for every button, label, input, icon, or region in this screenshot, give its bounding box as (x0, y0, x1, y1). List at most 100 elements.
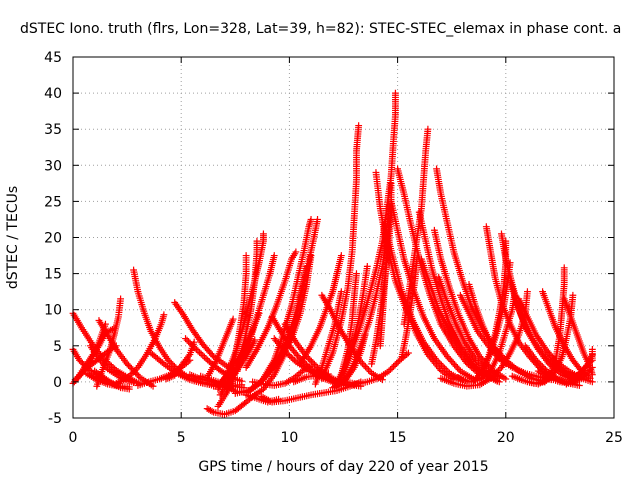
data-point (183, 336, 191, 344)
data-point (585, 367, 593, 374)
data-point (295, 353, 303, 361)
y-tick-label: -5 (48, 411, 62, 427)
data-point (532, 356, 540, 364)
x-tick-label: 0 (69, 430, 78, 446)
data-point (588, 378, 596, 386)
data-point (575, 382, 583, 389)
data-point (283, 349, 291, 357)
data-point (588, 371, 596, 379)
data-point (538, 363, 546, 370)
data-point (197, 350, 205, 358)
data-point (284, 351, 292, 358)
data-point (125, 385, 133, 393)
data-point (358, 359, 366, 367)
x-axis-label: GPS time / hours of day 220 of year 2015 (198, 459, 488, 475)
data-point (129, 368, 137, 376)
data-point (493, 368, 501, 376)
y-tick-label: 35 (44, 122, 62, 138)
data-point (587, 365, 595, 373)
series-track (162, 338, 198, 383)
series-track (242, 391, 282, 406)
data-point (577, 368, 585, 376)
data-point (569, 291, 577, 299)
data-point (433, 356, 440, 364)
data-point (196, 349, 203, 356)
series-track (249, 216, 321, 400)
data-point (355, 122, 363, 129)
data-point (502, 375, 510, 383)
data-point (441, 364, 449, 372)
data-point (495, 374, 503, 382)
data-point (289, 355, 297, 363)
series-track (242, 248, 300, 371)
data-point (534, 358, 542, 366)
data-point (362, 363, 369, 371)
data-point (394, 358, 402, 366)
data-point (192, 346, 200, 353)
data-point (199, 352, 207, 359)
data-point (191, 344, 199, 352)
data-point (290, 356, 298, 364)
data-point (311, 360, 318, 368)
data-point (387, 366, 394, 373)
data-point (439, 363, 447, 371)
data-point (442, 366, 450, 374)
data-point (286, 352, 294, 360)
y-tick-label: 30 (44, 158, 62, 174)
y-tick-label: 25 (44, 194, 62, 210)
data-point (123, 374, 131, 382)
data-point (491, 370, 499, 378)
data-point (365, 366, 372, 374)
data-point (307, 357, 315, 365)
data-point (337, 252, 345, 259)
data-point (363, 364, 371, 372)
data-point (182, 335, 189, 342)
data-point (449, 359, 457, 367)
data-point (208, 351, 216, 359)
data-point (581, 364, 589, 371)
data-point (488, 373, 496, 381)
y-tick-label: 45 (44, 50, 62, 66)
data-point (490, 371, 498, 379)
data-point (446, 356, 454, 364)
data-point (77, 358, 85, 366)
series-track (400, 125, 432, 328)
data-point (502, 360, 510, 368)
data-point (472, 355, 479, 363)
data-point (189, 342, 197, 350)
data-point (584, 368, 592, 376)
data-point (201, 353, 208, 361)
data-point (545, 356, 553, 364)
data-point (260, 230, 267, 238)
data-point (131, 367, 139, 374)
series-track (539, 288, 594, 382)
data-point (169, 361, 177, 369)
data-point (584, 361, 592, 368)
data-point (424, 125, 432, 133)
plot-area (69, 89, 596, 418)
data-point (185, 338, 193, 346)
series-track (318, 122, 363, 382)
data-point (337, 288, 345, 296)
y-axis-label: dSTEC / TECUs (5, 186, 21, 289)
data-point (501, 358, 508, 366)
data-point (583, 362, 590, 370)
series-track (203, 391, 259, 418)
data-point (125, 373, 133, 381)
data-point (307, 216, 315, 223)
x-tick-label: 25 (605, 430, 623, 446)
data-point (128, 370, 136, 378)
data-point (578, 374, 585, 382)
data-point (587, 358, 595, 366)
data-point (76, 356, 83, 364)
data-point (586, 374, 594, 382)
data-point (166, 358, 174, 366)
data-point (573, 373, 580, 381)
y-tick-label: 20 (44, 231, 62, 247)
data-point (188, 341, 196, 349)
data-point (186, 339, 194, 347)
data-point (270, 252, 278, 259)
data-point (388, 364, 396, 372)
data-point (194, 347, 202, 355)
